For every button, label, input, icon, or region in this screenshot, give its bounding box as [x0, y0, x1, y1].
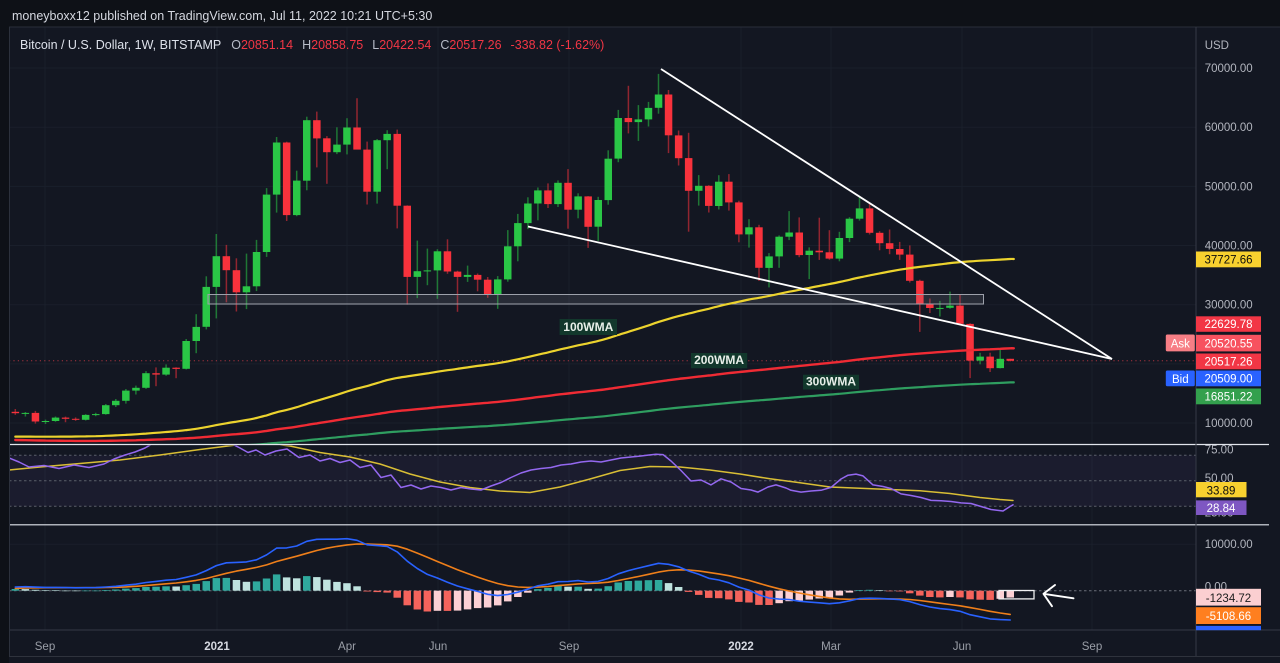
- svg-text:33.89: 33.89: [1207, 485, 1236, 497]
- svg-text:100WMA: 100WMA: [563, 320, 613, 334]
- svg-text:70000.00: 70000.00: [1205, 63, 1253, 75]
- svg-text:30000.00: 30000.00: [1205, 300, 1253, 312]
- svg-text:40000.00: 40000.00: [1205, 241, 1253, 253]
- svg-text:Mar: Mar: [821, 641, 841, 653]
- svg-text:Sep: Sep: [35, 641, 55, 653]
- svg-text:22629.78: 22629.78: [1205, 319, 1253, 331]
- svg-text:Sep: Sep: [1082, 641, 1102, 653]
- svg-text:Jun: Jun: [429, 641, 448, 653]
- svg-text:200WMA: 200WMA: [694, 353, 744, 367]
- svg-text:Sep: Sep: [559, 641, 579, 653]
- svg-text:10000.00: 10000.00: [1205, 539, 1253, 551]
- svg-text:2022: 2022: [728, 641, 754, 653]
- svg-text:-5108.66: -5108.66: [1206, 611, 1251, 623]
- svg-text:-1234.72: -1234.72: [1206, 593, 1251, 605]
- svg-text:10000.00: 10000.00: [1205, 418, 1253, 430]
- svg-text:moneyboxx12 published on Tradi: moneyboxx12 published on TradingView.com…: [12, 9, 432, 23]
- svg-text:Jun: Jun: [953, 641, 972, 653]
- svg-text:2021: 2021: [204, 641, 230, 653]
- svg-text:20520.55: 20520.55: [1205, 338, 1253, 350]
- svg-text:Bid: Bid: [1172, 374, 1189, 386]
- svg-text:Ask: Ask: [1171, 338, 1190, 350]
- svg-text:20509.00: 20509.00: [1205, 373, 1253, 385]
- svg-text:75.00: 75.00: [1205, 445, 1234, 457]
- svg-text:300WMA: 300WMA: [806, 374, 856, 388]
- svg-text:28.84: 28.84: [1207, 503, 1236, 515]
- svg-text:20517.26: 20517.26: [1205, 356, 1253, 368]
- svg-text:USD: USD: [1205, 40, 1229, 52]
- svg-text:Bitcoin / U.S. Dollar, 1W, BIT: Bitcoin / U.S. Dollar, 1W, BITSTAMP O2085…: [20, 38, 604, 52]
- svg-text:60000.00: 60000.00: [1205, 122, 1253, 134]
- svg-text:Apr: Apr: [338, 641, 356, 653]
- svg-text:37727.66: 37727.66: [1205, 254, 1253, 266]
- svg-text:50000.00: 50000.00: [1205, 181, 1253, 193]
- svg-text:16851.22: 16851.22: [1205, 391, 1253, 403]
